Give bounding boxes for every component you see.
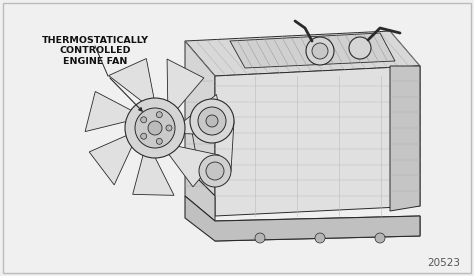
Polygon shape (185, 166, 215, 221)
Polygon shape (185, 196, 420, 241)
Polygon shape (167, 59, 204, 110)
Circle shape (156, 112, 162, 118)
Circle shape (148, 121, 162, 135)
Circle shape (375, 233, 385, 243)
Circle shape (135, 108, 175, 148)
Polygon shape (89, 135, 133, 185)
Circle shape (156, 138, 162, 144)
Circle shape (206, 115, 218, 127)
Circle shape (190, 99, 234, 143)
Text: THERMOSTATICALLY
CONTROLLED
ENGINE FAN: THERMOSTATICALLY CONTROLLED ENGINE FAN (42, 36, 148, 66)
Text: 20523: 20523 (427, 258, 460, 268)
Circle shape (312, 43, 328, 59)
Circle shape (206, 162, 224, 180)
Polygon shape (133, 153, 174, 195)
Polygon shape (215, 66, 420, 216)
Polygon shape (109, 59, 155, 102)
Polygon shape (168, 146, 219, 187)
Polygon shape (390, 66, 420, 211)
Circle shape (315, 233, 325, 243)
Polygon shape (230, 33, 395, 68)
Polygon shape (215, 216, 420, 241)
Circle shape (141, 117, 146, 123)
Circle shape (199, 155, 231, 187)
Circle shape (166, 125, 172, 131)
Circle shape (125, 98, 185, 158)
Polygon shape (185, 41, 215, 196)
Circle shape (198, 107, 226, 135)
Circle shape (349, 37, 371, 59)
Circle shape (255, 233, 265, 243)
Polygon shape (182, 94, 225, 135)
Polygon shape (185, 31, 420, 76)
Polygon shape (85, 91, 133, 132)
Circle shape (141, 133, 146, 139)
Circle shape (306, 37, 334, 65)
